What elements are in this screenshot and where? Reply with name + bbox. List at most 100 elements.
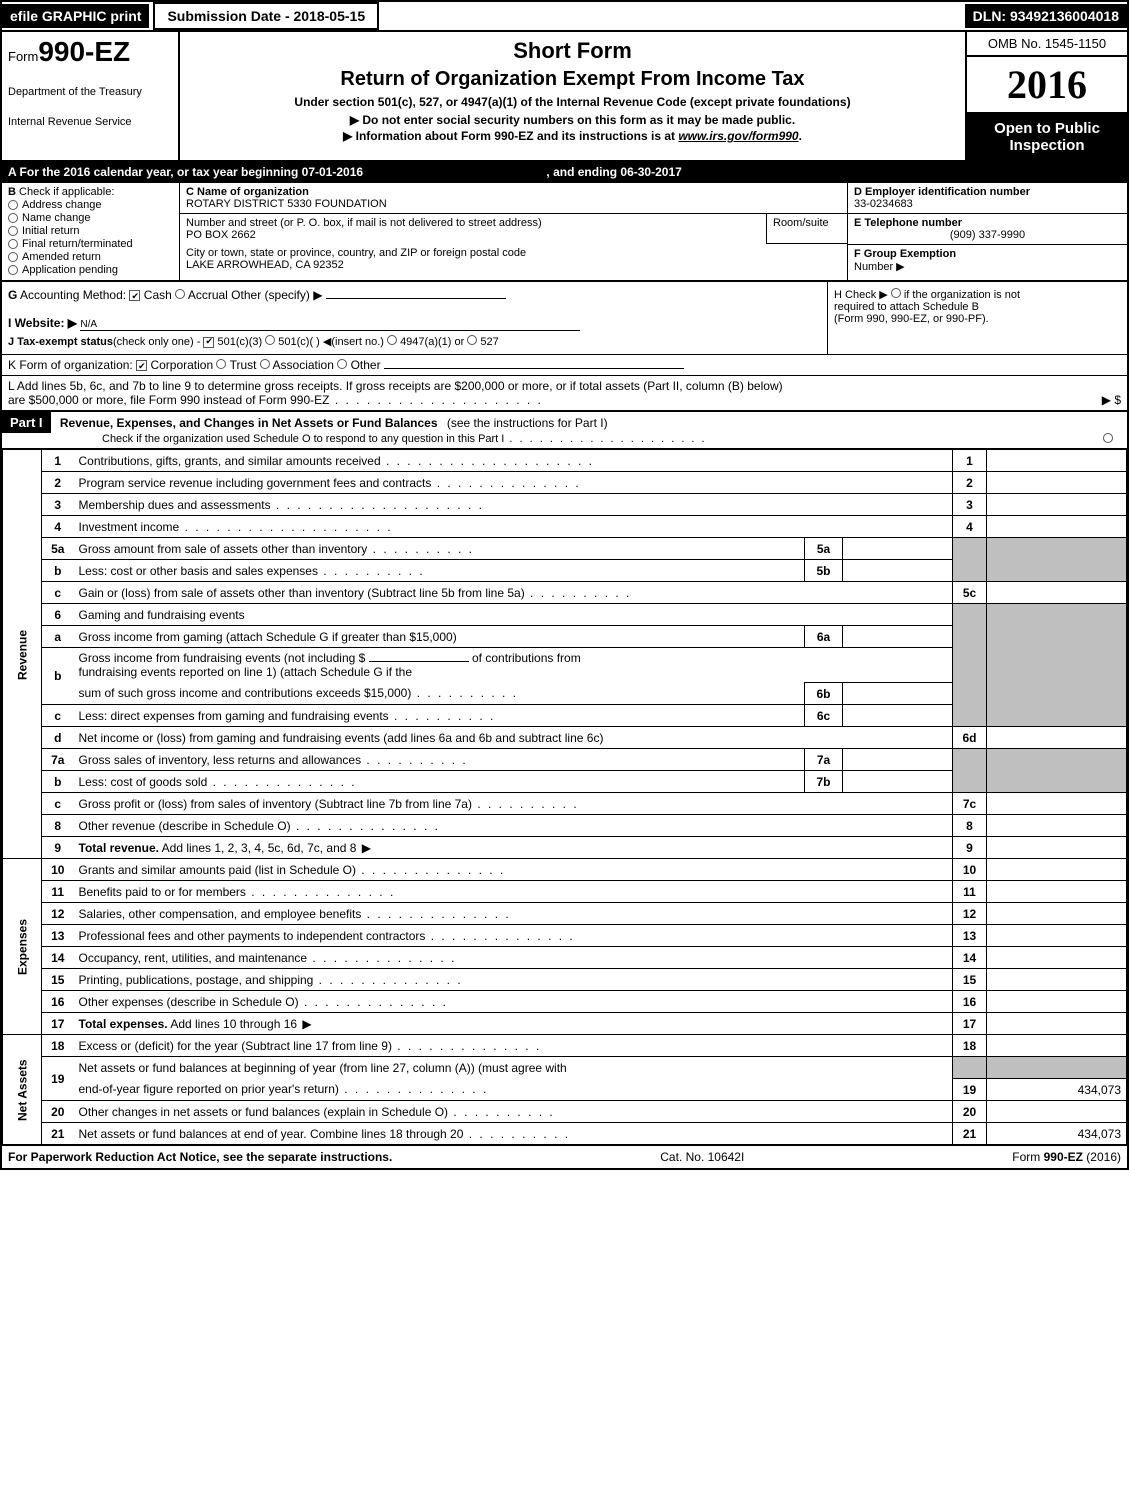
tax-year: 2016 bbox=[967, 57, 1127, 114]
d-label: D Employer identification number bbox=[854, 186, 1030, 198]
line-11-desc: Benefits paid to or for members bbox=[74, 881, 953, 903]
line-6c-mval bbox=[843, 705, 953, 727]
b-label: B bbox=[8, 186, 16, 198]
j-4947-radio[interactable] bbox=[387, 335, 397, 345]
line-9-pre: Total revenue. bbox=[79, 841, 159, 855]
j-501c3-checkbox[interactable] bbox=[203, 337, 214, 348]
city-row: City or town, state or province, country… bbox=[180, 244, 847, 274]
name-change-radio[interactable] bbox=[8, 213, 18, 223]
line-8-desc: Other revenue (describe in Schedule O) bbox=[74, 815, 953, 837]
k-label: K bbox=[8, 358, 16, 372]
h-check: Check ▶ bbox=[845, 289, 888, 301]
line-17-pre: Total expenses. bbox=[79, 1017, 168, 1031]
room-suite-label: Room/suite bbox=[767, 214, 847, 244]
page-footer: For Paperwork Reduction Act Notice, see … bbox=[2, 1145, 1127, 1168]
accrual-label: Accrual bbox=[188, 288, 228, 302]
line-6b-t1: Gross income from fundraising events (no… bbox=[79, 651, 366, 665]
line-14: 14 Occupancy, rent, utilities, and maint… bbox=[3, 947, 1127, 969]
line-7b-mini: 7b bbox=[805, 771, 843, 793]
line-18-val bbox=[987, 1035, 1127, 1057]
section-a-text: A For the 2016 calendar year, or tax yea… bbox=[8, 165, 363, 179]
form-header: Form990-EZ Department of the Treasury In… bbox=[2, 32, 1127, 162]
line-3-desc: Membership dues and assessments bbox=[74, 494, 953, 516]
line-6c-num: c bbox=[42, 705, 74, 727]
line-7c-val bbox=[987, 793, 1127, 815]
line-13-rnum: 13 bbox=[953, 925, 987, 947]
line-5c-desc: Gain or (loss) from sale of assets other… bbox=[74, 582, 953, 604]
irs-link[interactable]: www.irs.gov/form990 bbox=[678, 129, 798, 143]
part1-sub: Check if the organization used Schedule … bbox=[2, 433, 1127, 448]
line-5a-mval bbox=[843, 538, 953, 560]
line-14-val bbox=[987, 947, 1127, 969]
k-corp: Corporation bbox=[150, 358, 213, 372]
line-6d-desc: Net income or (loss) from gaming and fun… bbox=[74, 727, 953, 749]
line-6: 6 Gaming and fundraising events bbox=[3, 604, 1127, 626]
line-5b-mval bbox=[843, 560, 953, 582]
line-20-desc: Other changes in net assets or fund bala… bbox=[74, 1101, 953, 1123]
k-trust-radio[interactable] bbox=[216, 359, 226, 369]
part1-schedule-o-radio[interactable] bbox=[1103, 433, 1113, 443]
h-radio[interactable] bbox=[891, 288, 901, 298]
addr-change-radio[interactable] bbox=[8, 200, 18, 210]
j-501c-radio[interactable] bbox=[265, 335, 275, 345]
c-name-value: ROTARY DISTRICT 5330 FOUNDATION bbox=[186, 198, 387, 210]
efile-print-button[interactable]: efile GRAPHIC print bbox=[2, 4, 149, 28]
expenses-side-label: Expenses bbox=[3, 859, 42, 1035]
initial-return-radio[interactable] bbox=[8, 226, 18, 236]
column-b: B Check if applicable: Address change Na… bbox=[2, 183, 180, 280]
footer-right-post: (2016) bbox=[1083, 1150, 1121, 1164]
g-label: G bbox=[8, 288, 17, 302]
netassets-side-label: Net Assets bbox=[3, 1035, 42, 1145]
k-assoc-radio[interactable] bbox=[260, 359, 270, 369]
instr-ssn: ▶ Do not enter social security numbers o… bbox=[190, 113, 955, 127]
l-arrow: ▶ $ bbox=[1102, 393, 1121, 407]
line-7a-desc: Gross sales of inventory, less returns a… bbox=[74, 749, 805, 771]
line-3-val bbox=[987, 494, 1127, 516]
line-8-rnum: 8 bbox=[953, 815, 987, 837]
line-6b-desc1: Gross income from fundraising events (no… bbox=[74, 648, 953, 683]
j-paren: (check only one) - bbox=[113, 336, 200, 348]
line-6b-blank[interactable] bbox=[369, 661, 469, 662]
j-527-radio[interactable] bbox=[467, 335, 477, 345]
line-14-desc: Occupancy, rent, utilities, and maintena… bbox=[74, 947, 953, 969]
street-value: PO BOX 2662 bbox=[186, 229, 256, 241]
amended-return-radio[interactable] bbox=[8, 252, 18, 262]
submission-date-button[interactable]: Submission Date - 2018-05-15 bbox=[153, 2, 379, 30]
line-12-num: 12 bbox=[42, 903, 74, 925]
line-21-val: 434,073 bbox=[987, 1123, 1127, 1145]
street-label: Number and street (or P. O. box, if mail… bbox=[186, 217, 542, 229]
open-public-badge: Open to Public Inspection bbox=[967, 114, 1127, 160]
app-pending-radio[interactable] bbox=[8, 265, 18, 275]
other-specify-input[interactable] bbox=[326, 298, 506, 299]
header-right: OMB No. 1545-1150 2016 Open to Public In… bbox=[967, 32, 1127, 160]
part1-title: Revenue, Expenses, and Changes in Net As… bbox=[54, 413, 444, 433]
bc-row: B Check if applicable: Address change Na… bbox=[2, 183, 1127, 282]
line-7c-desc: Gross profit or (loss) from sales of inv… bbox=[74, 793, 953, 815]
line-7c-num: c bbox=[42, 793, 74, 815]
form-number: Form990-EZ bbox=[8, 36, 172, 68]
line-1-desc: Contributions, gifts, grants, and simila… bbox=[74, 450, 953, 472]
line-6b-t3: fundraising events reported on line 1) (… bbox=[79, 665, 413, 679]
accrual-radio[interactable] bbox=[175, 289, 185, 299]
line-19-num: 19 bbox=[42, 1057, 74, 1101]
final-return-radio[interactable] bbox=[8, 239, 18, 249]
line-18-rnum: 18 bbox=[953, 1035, 987, 1057]
line-7-grey bbox=[953, 749, 987, 793]
line-12-desc: Salaries, other compensation, and employ… bbox=[74, 903, 953, 925]
k-other-input[interactable] bbox=[384, 368, 684, 369]
l-text2: are $500,000 or more, file Form 990 inst… bbox=[8, 393, 543, 407]
line-6a-mval bbox=[843, 626, 953, 648]
part1-table: Revenue 1 Contributions, gifts, grants, … bbox=[2, 449, 1127, 1145]
column-def: D Employer identification number 33-0234… bbox=[847, 183, 1127, 280]
line-12-rnum: 12 bbox=[953, 903, 987, 925]
cash-checkbox[interactable] bbox=[129, 290, 140, 301]
k-other-radio[interactable] bbox=[337, 359, 347, 369]
app-pending-label: Application pending bbox=[22, 264, 118, 276]
k-row: K Form of organization: Corporation Trus… bbox=[2, 355, 1127, 376]
line-13-desc: Professional fees and other payments to … bbox=[74, 925, 953, 947]
line-20-rnum: 20 bbox=[953, 1101, 987, 1123]
line-7a-mval bbox=[843, 749, 953, 771]
line-5c-val bbox=[987, 582, 1127, 604]
final-return-label: Final return/terminated bbox=[22, 238, 133, 250]
k-corp-checkbox[interactable] bbox=[136, 360, 147, 371]
